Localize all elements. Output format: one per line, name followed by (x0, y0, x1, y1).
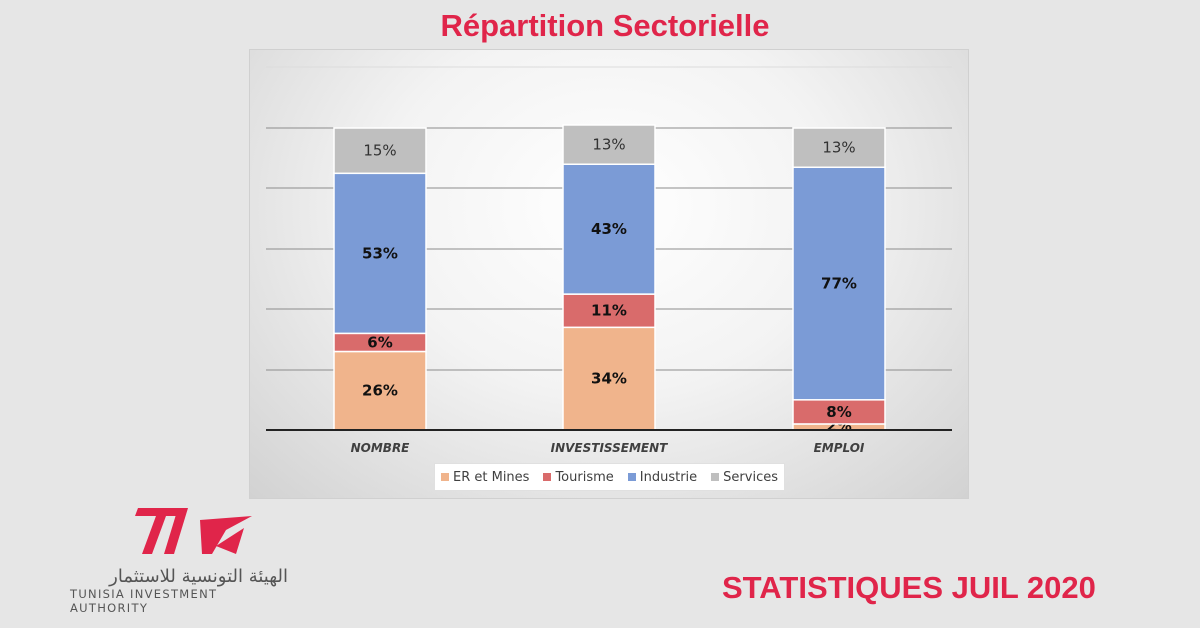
category-tick-label: NOMBRE (351, 441, 411, 455)
legend-item: ER et Mines (441, 470, 529, 485)
legend-label: Services (723, 469, 778, 485)
data-label: 77% (821, 275, 857, 293)
stacked-bar-chart: 26% 6% 53% 15% NOMBRE 34% 11% 43% 13% INVESTISSEM… (266, 66, 952, 455)
category-tick-label: EMPLOI (814, 441, 865, 455)
bar-segment (333, 127, 427, 175)
data-label: 15% (363, 142, 396, 160)
data-label: 13% (822, 139, 855, 157)
logo-arabic-text: الهيئة التونسية للاستثمار (109, 566, 288, 587)
legend-item: Services (711, 470, 778, 485)
legend-label: ER et Mines (453, 469, 530, 485)
legend-swatch-icon (711, 473, 720, 481)
legend-label: Industrie (639, 469, 698, 485)
legend-swatch-icon (441, 473, 449, 481)
statistics-date-label: STATISTIQUES JUIL 2020 (722, 570, 1096, 605)
data-label: 53% (362, 244, 398, 262)
data-label: 8% (826, 403, 851, 421)
legend-label: Tourisme (555, 469, 614, 485)
bar-segment (792, 166, 886, 401)
bar-segment (562, 124, 656, 165)
data-label: 43% (591, 220, 627, 238)
page-title: Répartition Sectorielle (440, 8, 770, 43)
tia-logo (135, 508, 252, 554)
data-label: 6% (367, 333, 392, 351)
bar-segment (792, 399, 886, 425)
legend-swatch-icon (543, 473, 552, 481)
chart-legend: ER et Mines Tourisme Industrie Services (434, 463, 785, 491)
data-label: 11% (591, 302, 627, 320)
bar-segment (562, 163, 656, 295)
legend-swatch-icon (627, 473, 636, 481)
bar-segment (333, 172, 427, 335)
chart-panel: 26% 6% 53% 15% NOMBRE 34% 11% 43% 13% INVESTISSEM… (249, 49, 969, 499)
data-label: 26% (362, 382, 398, 400)
legend-item: Tourisme (543, 469, 614, 485)
category-tick-label: INVESTISSEMENT (551, 441, 669, 455)
legend-item: Industrie (627, 469, 698, 485)
logo-english-text: TUNISIA INVESTMENT AUTHORITY (70, 587, 218, 615)
bar-segment (792, 127, 886, 169)
tia-logo-mark-icon (135, 508, 252, 554)
data-label: 13% (592, 136, 625, 154)
data-label: 34% (591, 370, 627, 388)
